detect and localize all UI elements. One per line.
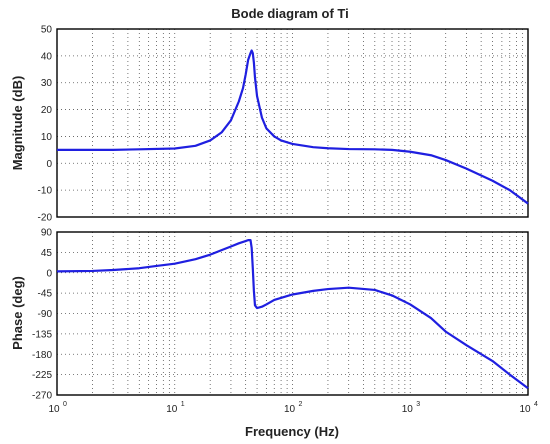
magnitude-ytick-label: -10	[38, 186, 53, 197]
xtick-exponent: 0	[63, 401, 67, 408]
phase-ytick-label: 0	[46, 268, 52, 279]
chart-title: Bode diagram of Ti	[231, 6, 349, 21]
magnitude-ytick-label: 10	[41, 132, 53, 143]
magnitude-ytick-label: 0	[46, 159, 52, 170]
xtick-exponent: 4	[534, 401, 538, 408]
phase-ytick-label: -90	[38, 309, 53, 320]
phase-ytick-label: -270	[32, 391, 52, 402]
phase-plot-frame	[56, 231, 529, 396]
xtick-label: 10	[166, 404, 178, 415]
magnitude-ytick-label: 30	[41, 78, 53, 89]
magnitude-ylabel: Magnitude (dB)	[10, 76, 25, 171]
xtick-label: 10	[519, 404, 531, 415]
magnitude-ytick-label: 40	[41, 51, 53, 62]
magnitude-ytick-label: 20	[41, 105, 53, 116]
xtick-exponent: 1	[181, 401, 185, 408]
phase-ytick-label: -45	[38, 289, 53, 300]
phase-ytick-label: -180	[32, 350, 52, 361]
phase-ylabel: Phase (deg)	[10, 276, 25, 350]
xtick-exponent: 3	[416, 401, 420, 408]
phase-ytick-label: -135	[32, 329, 52, 340]
phase-ytick-label: 90	[41, 228, 53, 239]
xtick-label: 10	[284, 404, 296, 415]
phase-panel: Phase (deg) -270 -225 -180 -135 -90 -45 0 45 90 1…	[10, 228, 538, 416]
magnitude-plot-frame	[56, 28, 529, 218]
xtick-label: 10	[48, 404, 60, 415]
phase-series-line	[56, 239, 529, 390]
xtick-label: 10	[402, 404, 414, 415]
magnitude-panel: Magnitude (dB) -20 -10 0 10 20 30 40 50	[10, 25, 529, 224]
phase-ytick-label: -225	[32, 370, 52, 381]
magnitude-ytick-label: -20	[38, 213, 53, 224]
phase-ytick-label: 45	[41, 248, 53, 259]
magnitude-series-line	[57, 49, 529, 205]
magnitude-ytick-label: 50	[41, 25, 53, 36]
xtick-exponent: 2	[299, 401, 303, 408]
frequency-xlabel: Frequency (Hz)	[245, 424, 339, 439]
